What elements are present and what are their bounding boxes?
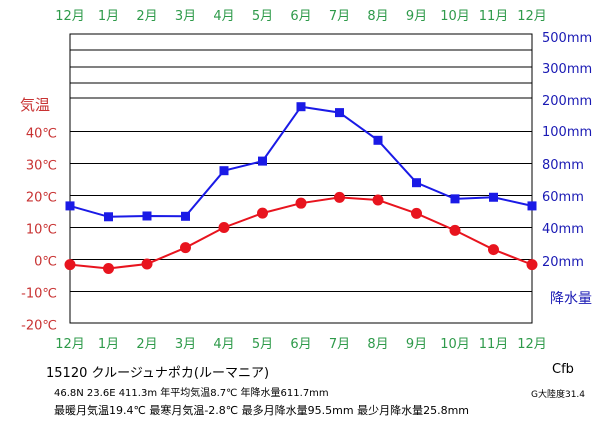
precipitation-tick-label: 80mm	[542, 158, 584, 173]
extremes-summary: 最暖月気温19.4℃ 最寒月気温-2.8℃ 最多月降水量95.5mm 最少月降水…	[54, 404, 469, 417]
month-label-top: 11月	[479, 9, 509, 24]
month-label-top: 6月	[290, 9, 311, 24]
temperature-point	[257, 207, 268, 219]
month-label-bottom: 5月	[252, 337, 273, 352]
plot-frame	[69, 33, 533, 324]
month-label-bottom: 2月	[136, 337, 157, 352]
precipitation-point	[527, 201, 537, 211]
station-stats: 46.8N 23.6E 411.3m 年平均気温8.7℃ 年降水量611.7mm	[54, 388, 329, 399]
temperature-tick-label: -10℃	[21, 287, 57, 302]
temperature-point	[488, 244, 499, 256]
temperature-point	[141, 258, 153, 270]
precipitation-point	[450, 194, 460, 204]
precipitation-point	[65, 201, 75, 211]
precipitation-axis-title: 降水量	[550, 291, 592, 307]
temperature-tick-label: -20℃	[21, 319, 57, 334]
temperature-point	[411, 207, 422, 219]
month-label-bottom: 8月	[367, 337, 388, 352]
precipitation-point	[412, 178, 421, 188]
month-label-top: 3月	[175, 9, 196, 24]
precipitation-tick-label: 20mm	[542, 255, 584, 270]
month-label-top: 1月	[98, 9, 119, 24]
month-label-top: 7月	[329, 9, 350, 24]
precipitation-tick-label: 100mm	[542, 125, 592, 140]
station-name: 15120 クルージュナポカ(ルーマニア)	[46, 366, 270, 381]
precipitation-series	[65, 102, 537, 222]
temperature-axis-title: 気温	[20, 96, 50, 114]
precipitation-point	[296, 102, 306, 112]
precipitation-point	[335, 108, 344, 118]
month-label-bottom: 11月	[479, 337, 509, 352]
temperature-point	[64, 259, 76, 271]
month-label-bottom: 12月	[517, 337, 547, 352]
precipitation-point	[181, 211, 190, 221]
month-label-bottom: 1月	[98, 337, 119, 352]
month-label-top: 9月	[406, 9, 427, 24]
grid-lines	[69, 33, 533, 324]
temperature-point	[372, 194, 384, 206]
continentality-index: G大陸度31.4	[531, 390, 586, 400]
temperature-tick-label: 30℃	[26, 159, 57, 174]
precipitation-tick-label: 60mm	[542, 190, 584, 205]
temperature-point	[103, 262, 114, 274]
temperature-point	[180, 242, 191, 254]
month-label-bottom: 4月	[213, 337, 234, 352]
precipitation-tick-label: 200mm	[542, 94, 592, 109]
month-label-bottom: 9月	[406, 337, 427, 352]
precipitation-point	[373, 135, 383, 145]
axis-labels: 40℃ 30℃ 20℃ 10℃ 0℃ -10℃ -20℃ 気温 500mm 300mm 200mm 1…	[20, 9, 592, 352]
temperature-tick-label: 40℃	[26, 127, 57, 142]
month-label-bottom: 12月	[55, 337, 85, 352]
temperature-point	[334, 191, 345, 203]
temperature-point	[526, 259, 538, 271]
precipitation-point	[219, 166, 229, 176]
climate-class: Cfb	[552, 362, 574, 377]
temperature-point	[295, 197, 307, 209]
month-label-top: 8月	[367, 9, 388, 24]
temperature-tick-label: 20℃	[26, 191, 57, 206]
month-label-top: 4月	[213, 9, 234, 24]
precipitation-point	[258, 156, 267, 166]
precipitation-point	[142, 211, 152, 221]
precipitation-point	[104, 212, 113, 222]
precipitation-tick-label: 40mm	[542, 222, 584, 237]
temperature-point	[449, 224, 461, 236]
month-label-bottom: 6月	[290, 337, 311, 352]
temperature-tick-label: 10℃	[26, 223, 57, 238]
month-label-top: 5月	[252, 9, 273, 24]
temperature-point	[218, 222, 230, 233]
precipitation-tick-label: 300mm	[542, 62, 592, 77]
month-label-top: 12月	[55, 9, 85, 24]
month-label-bottom: 7月	[329, 337, 350, 352]
temperature-series	[64, 191, 538, 274]
month-label-bottom: 3月	[175, 337, 196, 352]
month-label-bottom: 10月	[440, 337, 470, 352]
month-label-top: 2月	[136, 9, 157, 24]
precipitation-tick-label: 500mm	[542, 31, 592, 46]
temperature-tick-label: 0℃	[34, 255, 57, 270]
month-label-top: 12月	[517, 9, 547, 24]
month-label-top: 10月	[440, 9, 470, 24]
precipitation-point	[489, 192, 498, 202]
